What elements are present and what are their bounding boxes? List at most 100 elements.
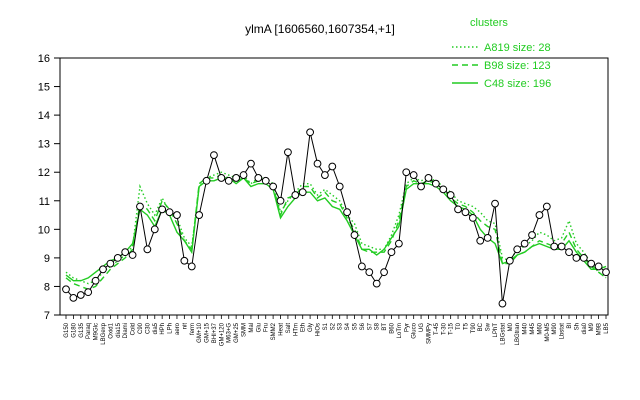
data-point [284, 148, 292, 157]
x-tick-label: B60 [389, 322, 395, 333]
x-tick-label: M40 [523, 322, 529, 334]
data-point [402, 168, 411, 177]
data-point [84, 288, 93, 297]
data-point [91, 276, 100, 285]
data-point [232, 174, 241, 182]
data-point [372, 279, 381, 288]
x-tick-label: UG [419, 323, 425, 332]
data-point [431, 179, 440, 188]
x-tick-label: M90 [552, 322, 558, 334]
x-tick-label: aero [175, 322, 181, 335]
data-point [113, 253, 122, 262]
x-tick-label: T-30 [441, 322, 447, 335]
data-point [513, 245, 522, 254]
x-tick-label: SMMPy [426, 323, 432, 344]
data-point [565, 248, 573, 257]
y-tick-label: 10 [38, 224, 50, 236]
observed-line [65, 132, 607, 304]
data-point [69, 293, 78, 302]
x-tick-label: C90 [138, 322, 144, 334]
x-tick-label: S8 [375, 322, 381, 330]
x-tick-label: S2 [330, 322, 336, 330]
x-tick-label: Gluco [412, 322, 418, 338]
x-tick-label: dia15 [116, 322, 122, 337]
x-tick-label: C30 [145, 322, 151, 334]
series-line-c48 [65, 176, 607, 282]
data-point [106, 259, 115, 268]
legend: clusters A819 size: 28 B98 size: 123 C48… [452, 17, 551, 90]
x-tick-label: SMM2 [271, 322, 277, 340]
plot-frame [59, 57, 609, 316]
data-point [62, 285, 70, 294]
chart-title: ylmA [1606560,1607354,+1] [245, 22, 395, 36]
data-point [210, 151, 218, 159]
x-tick-label: M9 [589, 322, 595, 331]
data-point [439, 185, 448, 194]
x-tick-label: LPh [168, 323, 174, 334]
x-tick-label: M63+G [227, 323, 233, 343]
x-tick-label: LB5 [604, 322, 610, 333]
data-point [594, 262, 603, 271]
y-tick-label: 11 [39, 196, 50, 208]
x-tick-label: M0-M5 [545, 322, 551, 341]
y-tick-label: 14 [38, 110, 50, 122]
plot-area [59, 57, 610, 316]
data-point [602, 268, 610, 277]
data-point [520, 239, 529, 248]
data-point [491, 199, 499, 208]
x-tick-label: G135 [79, 322, 85, 337]
data-point [350, 231, 359, 239]
data-point [557, 242, 566, 251]
x-tick-label: nit [182, 323, 188, 330]
x-tick-label: M9Glc [94, 323, 100, 340]
x-tick-label: T-15 [449, 322, 455, 335]
x-tick-label: T90 [471, 322, 477, 333]
x-tick-label: dia0 [582, 322, 588, 334]
y-tick-label: 15 [38, 82, 50, 94]
x-tick-label: S4 [345, 322, 351, 330]
data-point [99, 265, 107, 274]
x-tick-label: HTm [293, 323, 299, 336]
y-tick-label: 8 [44, 281, 50, 293]
data-point [454, 205, 462, 214]
data-point [202, 176, 211, 185]
x-tick-label: LBGstat [500, 323, 506, 345]
x-tick-label: S1 [323, 322, 329, 330]
data-point [505, 256, 514, 265]
data-point [587, 259, 596, 268]
data-point [298, 188, 307, 197]
x-tick-label: Gly [308, 323, 314, 332]
x-tick-label: M45 [530, 322, 536, 334]
data-point [291, 191, 300, 199]
x-tick-label: Salt [286, 323, 292, 334]
x-axis: G150 G180 G135 Paraq M9Glc LBGexp Oxid1 dia15 Di… [64, 315, 610, 346]
data-point [528, 231, 536, 239]
x-tick-label: G180 [71, 322, 77, 337]
data-point [380, 268, 388, 277]
x-tick-label: Oxid1 [108, 322, 114, 338]
data-point [321, 171, 329, 179]
x-tick-label: ferm [190, 323, 196, 335]
data-point [357, 262, 366, 271]
data-point [498, 299, 507, 308]
x-tick-label: Paraq [86, 323, 92, 339]
x-tick-label: SMM [242, 323, 248, 337]
x-tick-label: M9B [597, 323, 603, 335]
data-point [195, 211, 204, 219]
data-point [424, 174, 433, 182]
y-tick-label: 13 [38, 139, 50, 151]
x-tick-label: M60 [537, 322, 543, 334]
y-axis: 7 8 9 10 11 12 13 14 15 16 [38, 53, 60, 322]
data-point [150, 225, 159, 234]
data-point [143, 245, 152, 254]
x-tick-label: Cold [131, 323, 137, 335]
data-point [158, 205, 167, 214]
x-tick-label: LBGexp [101, 322, 107, 344]
x-tick-label: HPh [160, 323, 166, 335]
x-tick-label: T-45 [434, 322, 440, 335]
x-tick-label: S5 [352, 322, 358, 330]
legend-label-b98: B98 size: 123 [484, 60, 551, 72]
x-tick-label: T5 [463, 322, 469, 330]
data-point [136, 202, 144, 211]
